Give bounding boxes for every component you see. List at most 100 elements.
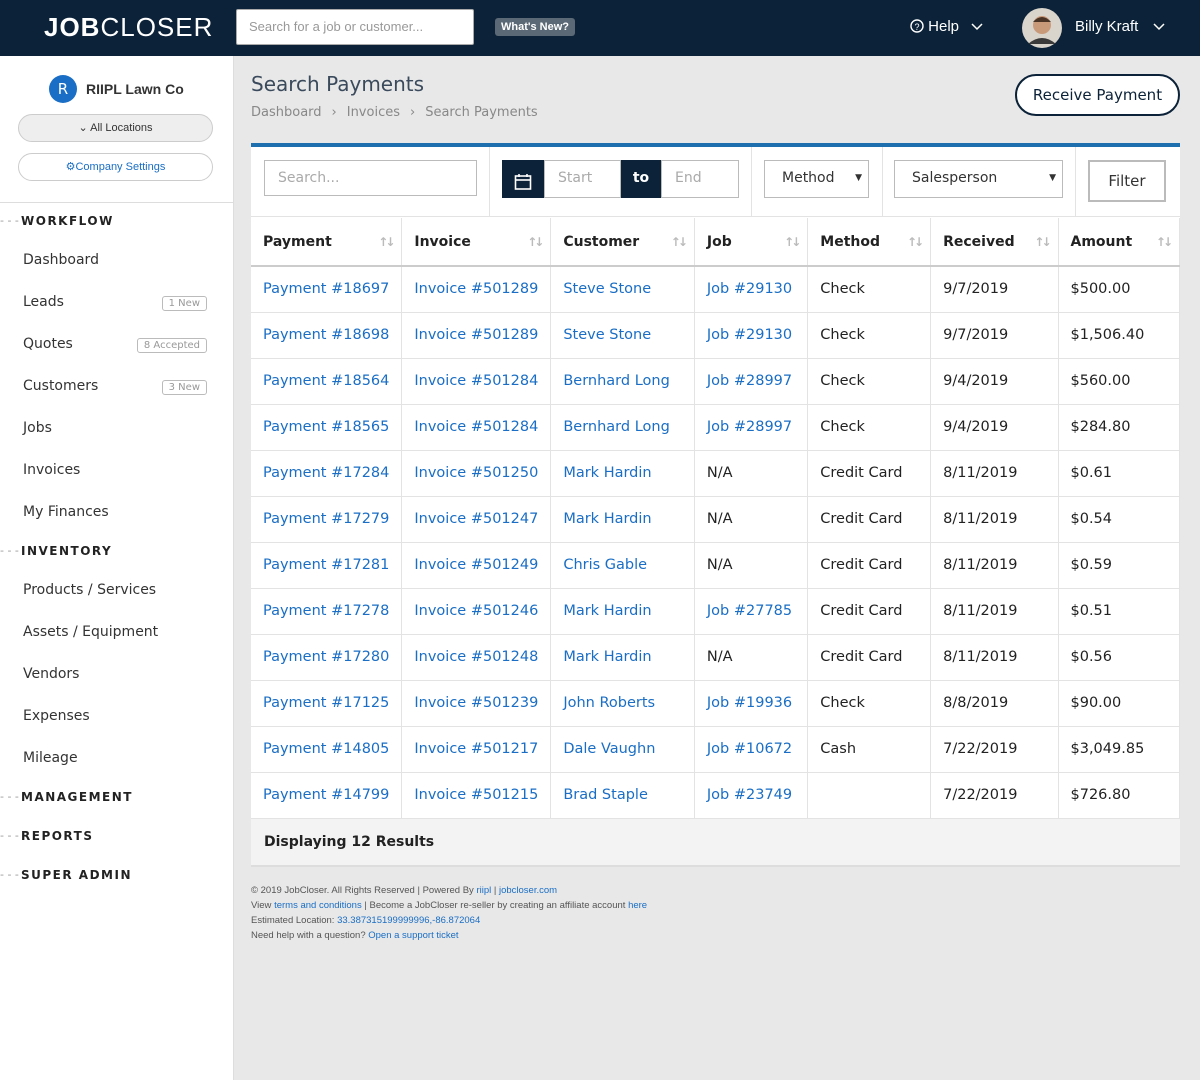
table-cell[interactable]: John Roberts (550, 680, 695, 727)
breadcrumb[interactable]: Invoices (346, 105, 400, 120)
table-cell[interactable]: Payment #17281 (251, 542, 403, 589)
table-cell[interactable]: Job #29130 (694, 312, 809, 359)
nav-item[interactable]: Invoices (23, 462, 81, 478)
table-cell[interactable]: Bernhard Long (550, 358, 695, 405)
method-select[interactable]: Method ▼ (764, 160, 869, 198)
nav-item[interactable]: Assets / Equipment (23, 624, 159, 640)
nav-item[interactable]: Mileage (23, 750, 78, 766)
nav-item[interactable]: Dashboard (23, 252, 99, 268)
salesperson-select[interactable]: Salesperson ▼ (894, 160, 1063, 198)
table-cell[interactable]: Steve Stone (550, 266, 695, 313)
table-cell[interactable]: Job #28997 (694, 358, 809, 405)
nav-item[interactable]: Leads (23, 294, 64, 310)
help-menu[interactable]: ? Help (910, 18, 983, 35)
table-cell[interactable]: Job #29130 (694, 266, 809, 313)
table-cell[interactable]: Invoice #501215 (401, 772, 552, 819)
nav-item[interactable]: Products / Services (23, 582, 157, 598)
start-date[interactable]: Start (544, 160, 621, 198)
column-header[interactable]: Method ↑↓ (807, 218, 932, 267)
table-cell[interactable]: Payment #17278 (251, 588, 403, 635)
receive-payment-button[interactable]: Receive Payment (1015, 74, 1180, 116)
footer-link[interactable]: 33.387315199999996,-86.872064 (337, 915, 481, 926)
table-cell[interactable]: Dale Vaughn (550, 726, 695, 773)
table-cell[interactable]: Chris Gable (550, 542, 695, 589)
table-cell[interactable]: Job #10672 (694, 726, 809, 773)
table-cell[interactable]: Payment #14799 (251, 772, 403, 819)
locations-label: All Locations (90, 122, 153, 134)
filter-button[interactable]: Filter (1088, 160, 1166, 202)
table-cell[interactable]: Payment #17280 (251, 634, 403, 681)
logo[interactable]: JOBCLOSER (44, 12, 213, 43)
column-header[interactable]: Invoice ↑↓ (401, 218, 552, 267)
section-dash: - - - (0, 829, 19, 842)
section-title[interactable]: MANAGEMENT (21, 790, 133, 804)
section-title[interactable]: INVENTORY (21, 544, 113, 558)
column-header[interactable]: Received ↑↓ (930, 218, 1059, 267)
nav-item[interactable]: Expenses (23, 708, 90, 724)
footer-link[interactable]: terms and conditions (274, 900, 362, 911)
end-date[interactable]: End (661, 160, 739, 198)
footer-link[interactable]: riipl (476, 885, 492, 896)
cell-text: Payment #14805 (263, 741, 390, 757)
nav-item[interactable]: Quotes (23, 336, 73, 352)
table-cell[interactable]: Invoice #501284 (401, 404, 552, 451)
table-cell[interactable]: Invoice #501248 (401, 634, 552, 681)
table-cell[interactable]: Invoice #501239 (401, 680, 552, 727)
calendar-button[interactable] (502, 160, 544, 198)
table-cell[interactable]: Payment #18565 (251, 404, 403, 451)
table-cell[interactable]: Payment #14805 (251, 726, 403, 773)
nav-item[interactable]: Jobs (23, 420, 52, 436)
footer-link[interactable]: here (628, 900, 648, 911)
table-cell[interactable]: Mark Hardin (550, 496, 695, 543)
column-header[interactable]: Payment ↑↓ (251, 218, 403, 267)
section-title[interactable]: WORKFLOW (21, 214, 114, 228)
table-cell[interactable]: Invoice #501249 (401, 542, 552, 589)
table-cell[interactable]: Invoice #501289 (401, 266, 552, 313)
company-settings[interactable]: ⚙Company Settings (18, 153, 213, 181)
column-header[interactable]: Customer ↑↓ (550, 218, 695, 267)
table-cell[interactable]: Payment #17284 (251, 450, 403, 497)
table-cell[interactable]: Job #27785 (694, 588, 809, 635)
avatar[interactable] (1022, 8, 1062, 48)
footer-link[interactable]: jobcloser.com (498, 885, 558, 896)
breadcrumb[interactable]: Dashboard (251, 105, 322, 120)
table-cell[interactable]: Brad Staple (550, 772, 695, 819)
table-cell[interactable]: Invoice #501250 (401, 450, 552, 497)
footer-link[interactable]: Open a support ticket (368, 930, 459, 941)
table-cell[interactable]: Invoice #501247 (401, 496, 552, 543)
table-cell[interactable]: Job #19936 (694, 680, 809, 727)
user-menu[interactable]: Billy Kraft (1075, 18, 1165, 35)
table-cell[interactable]: Payment #17125 (251, 680, 403, 727)
table-cell[interactable]: Mark Hardin (550, 588, 695, 635)
section-title[interactable]: SUPER ADMIN (21, 868, 132, 882)
nav-item[interactable]: My Finances (23, 504, 109, 520)
table-cell[interactable]: Bernhard Long (550, 404, 695, 451)
table-cell[interactable]: Invoice #501246 (401, 588, 552, 635)
table-cell[interactable]: Job #23749 (694, 772, 809, 819)
whats-new[interactable]: What's New? (495, 18, 576, 36)
column-header[interactable]: Job ↑↓ (694, 218, 809, 267)
cell-text: $0.56 (1070, 649, 1113, 665)
cell-text: Invoice #501247 (414, 511, 539, 527)
global-search[interactable]: Search for a job or customer... (236, 9, 474, 45)
nav-item[interactable]: Customers (23, 378, 99, 394)
section-title[interactable]: REPORTS (21, 829, 94, 843)
table-cell[interactable]: Mark Hardin (550, 634, 695, 681)
table-cell[interactable]: Invoice #501284 (401, 358, 552, 405)
table-cell[interactable]: Invoice #501289 (401, 312, 552, 359)
cell-text: Check (820, 281, 865, 298)
locations-select[interactable]: ⌄ All Locations (18, 114, 213, 142)
cell-text: Payment #17280 (263, 649, 390, 665)
table-cell[interactable]: Payment #18697 (251, 266, 403, 313)
table-cell[interactable]: Payment #18564 (251, 358, 403, 405)
table-cell[interactable]: Steve Stone (550, 312, 695, 359)
nav-item[interactable]: Vendors (23, 666, 80, 682)
table-cell[interactable]: Payment #18698 (251, 312, 403, 359)
svg-text:?: ? (914, 22, 919, 32)
table-cell[interactable]: Mark Hardin (550, 450, 695, 497)
table-cell[interactable]: Job #28997 (694, 404, 809, 451)
table-cell[interactable]: Payment #17279 (251, 496, 403, 543)
column-header[interactable]: Amount ↑↓ (1058, 218, 1180, 267)
search-input[interactable]: Search... (264, 160, 477, 196)
table-cell[interactable]: Invoice #501217 (401, 726, 552, 773)
